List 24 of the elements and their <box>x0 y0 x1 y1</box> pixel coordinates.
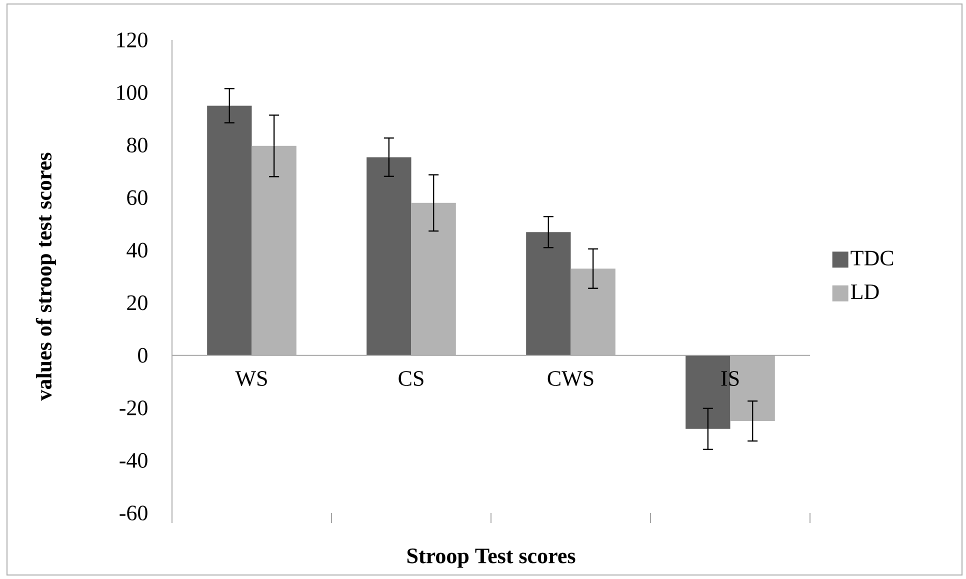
y-tick-label: 120 <box>117 32 148 48</box>
x-tick-label: CWS <box>548 371 594 386</box>
bar <box>207 106 252 356</box>
legend-label: TDC <box>850 250 894 266</box>
y-tick-label: 60 <box>127 190 148 206</box>
y-tick-label: 80 <box>127 138 148 153</box>
bar <box>411 202 456 356</box>
y-tick-label: -40 <box>120 453 148 468</box>
x-tick-label: WS <box>235 371 267 386</box>
bar <box>570 268 616 356</box>
y-tick-label: 100 <box>117 85 148 100</box>
y-tick-label: 40 <box>126 242 148 258</box>
y-tick-label: 0 <box>138 348 148 363</box>
bar <box>252 146 296 356</box>
bar <box>366 157 412 356</box>
legend-label: LD <box>850 284 879 300</box>
x-tick-label: IS <box>721 371 739 386</box>
x-tick-label: CS <box>398 371 424 386</box>
y-tick-label: 20 <box>127 295 148 310</box>
y-tick-label: -60 <box>120 506 148 520</box>
y-axis-title: values of stroop test scores <box>36 152 56 401</box>
y-tick-label: -20 <box>120 400 148 416</box>
bar <box>526 232 571 356</box>
x-axis-title: Stroop Test scores <box>407 548 576 568</box>
